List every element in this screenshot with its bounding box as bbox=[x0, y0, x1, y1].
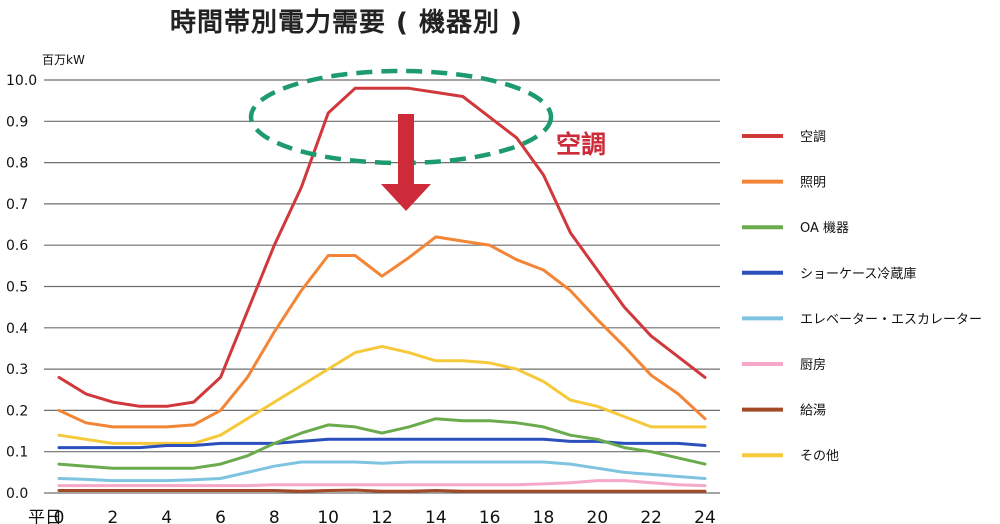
x-tick-label: 20 bbox=[587, 508, 609, 524]
y-tick-label: 0.6 bbox=[6, 238, 28, 254]
legend-label: エレベーター・エスカレーター bbox=[800, 312, 982, 327]
annotation-label: 空調 bbox=[556, 130, 606, 159]
x-tick-label: 24 bbox=[694, 508, 716, 524]
x-tick-label: 4 bbox=[161, 508, 172, 524]
series-line bbox=[57, 235, 707, 429]
legend-label: OA 機器 bbox=[800, 221, 849, 236]
series-line bbox=[57, 344, 707, 445]
chart-title: 時間帯別電力需要 ( 機器別 ) bbox=[170, 8, 523, 38]
legend-label: 給湯 bbox=[800, 404, 826, 419]
x-tick-label: 6 bbox=[215, 508, 226, 524]
y-tick-label: 0.4 bbox=[6, 321, 28, 337]
series-line bbox=[57, 460, 707, 483]
series-line bbox=[57, 479, 707, 488]
legend-label: 照明 bbox=[800, 176, 826, 191]
series-line bbox=[57, 488, 707, 493]
x-tick-label: 8 bbox=[269, 508, 280, 524]
series-lines bbox=[57, 86, 707, 493]
series-line bbox=[57, 437, 707, 450]
x-tick-label: 0 bbox=[54, 508, 65, 524]
gridlines bbox=[44, 79, 720, 494]
y-tick-label: 0.2 bbox=[6, 403, 28, 419]
y-tick-label: 0.7 bbox=[6, 197, 28, 213]
y-tick-label: 0.3 bbox=[6, 362, 28, 378]
down-arrow-icon bbox=[381, 114, 431, 211]
x-tick-label: 14 bbox=[425, 508, 447, 524]
legend-label: ショーケース冷蔵庫 bbox=[800, 267, 916, 282]
x-tick-label: 22 bbox=[640, 508, 662, 524]
x-tick-label: 10 bbox=[317, 508, 339, 524]
legend-label: 厨房 bbox=[800, 357, 826, 373]
y-axis-unit-label: 百万kW bbox=[42, 53, 85, 67]
y-tick-label: 0.0 bbox=[6, 486, 28, 502]
x-tick-label: 2 bbox=[107, 508, 118, 524]
y-tick-label: 10.0 bbox=[6, 73, 37, 89]
y-tick-label: 0.9 bbox=[6, 114, 28, 130]
legend-label: 空調 bbox=[800, 130, 826, 145]
series-line bbox=[57, 86, 707, 408]
x-axis-prefix-label: 平日 bbox=[28, 508, 62, 524]
x-tick-label: 18 bbox=[533, 508, 555, 524]
series-line bbox=[57, 417, 707, 470]
y-tick-label: 0.8 bbox=[6, 156, 28, 172]
x-tick-label: 16 bbox=[479, 508, 501, 524]
x-tick-label: 12 bbox=[371, 508, 393, 524]
y-axis-ticks: 0.0 0.1 0.2 0.3 0.4 0.5 0.6 0.7 0.8 0.9 10.0 bbox=[6, 73, 37, 502]
y-tick-label: 0.5 bbox=[6, 280, 28, 296]
x-axis-ticks: 0 2 4 6 8 10 12 14 16 18 20 22 24 bbox=[54, 508, 716, 524]
y-tick-label: 0.1 bbox=[6, 445, 28, 461]
legend-label: その他 bbox=[800, 449, 839, 464]
